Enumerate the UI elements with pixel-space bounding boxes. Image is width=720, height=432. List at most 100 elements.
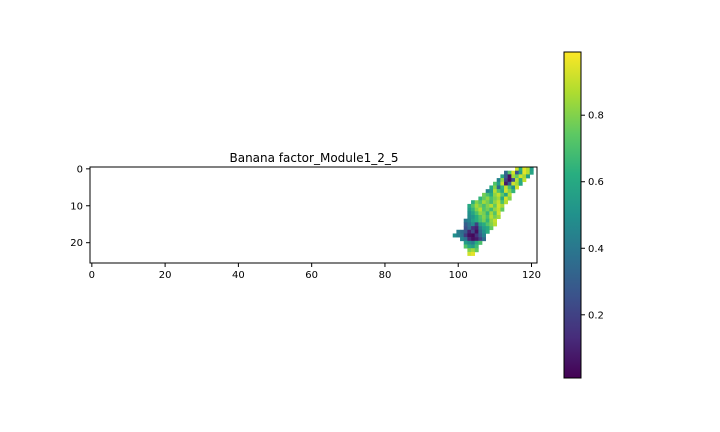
- heatmap-cell: [496, 178, 501, 183]
- heatmap-cell: [460, 233, 465, 238]
- heatmap-cell: [478, 211, 483, 216]
- x-tick-label: 20: [159, 270, 172, 281]
- heatmap-cell: [493, 207, 497, 212]
- heatmap-cell: [518, 167, 523, 171]
- heatmap-cell: [500, 181, 505, 186]
- heatmap-cell: [460, 229, 465, 234]
- heatmap-cell: [471, 226, 476, 231]
- heatmap-cell: [489, 200, 494, 205]
- colorbar-tick-label: 0.8: [588, 111, 604, 122]
- heatmap-cell: [463, 233, 468, 238]
- heatmap-cell: [467, 244, 472, 249]
- heatmap-cell: [496, 215, 501, 219]
- heatmap-cell: [515, 185, 519, 190]
- heatmap-cell: [485, 222, 490, 227]
- chart-title: Banana factor_Module1_2_5: [229, 151, 398, 165]
- heatmap-cell: [496, 211, 501, 216]
- heatmap-cell: [496, 189, 501, 194]
- heatmap-cell: [471, 207, 476, 212]
- heatmap-cell: [500, 207, 505, 212]
- heatmap-cell: [493, 222, 497, 227]
- heatmap-cell: [485, 192, 490, 197]
- heatmap-cell: [485, 200, 490, 205]
- heatmap-cell: [518, 178, 523, 183]
- heatmap-cell: [526, 170, 530, 175]
- colorbar-tick-label: 0.6: [588, 177, 604, 188]
- heatmap-cell: [489, 215, 494, 219]
- heatmap-cell: [463, 237, 468, 242]
- heatmap-cell: [526, 167, 530, 171]
- heatmap-cell: [507, 178, 512, 183]
- heatmap-cell: [489, 192, 494, 197]
- heatmap-cell: [467, 240, 472, 245]
- x-tick-label: 120: [522, 270, 541, 281]
- heatmap-cell: [474, 229, 479, 234]
- heatmap-cell: [478, 207, 483, 212]
- heatmap-cell: [496, 203, 501, 208]
- heatmap-cell: [471, 218, 476, 223]
- heatmap-cell: [504, 189, 508, 194]
- heatmap-cell: [467, 222, 472, 227]
- heatmap-cell: [485, 196, 490, 201]
- heatmap-cell: [496, 196, 501, 201]
- heatmap-cell: [485, 207, 490, 212]
- heatmap-cell: [522, 178, 527, 183]
- heatmap-cell: [471, 251, 476, 256]
- heatmap-cell: [478, 233, 483, 238]
- heatmap-cell: [529, 170, 534, 175]
- heatmap-cell: [526, 174, 530, 179]
- heatmap-cell: [500, 174, 505, 179]
- heatmap-cell: [478, 226, 483, 231]
- heatmap-cell: [500, 203, 505, 208]
- heatmap-cell: [493, 203, 497, 208]
- heatmap-cell: [478, 203, 483, 208]
- heatmap-cell: [482, 222, 487, 227]
- plot-frame: [89, 166, 538, 264]
- heatmap-cell: [467, 211, 472, 216]
- heatmap-cell: [500, 189, 505, 194]
- heatmap-cell: [489, 196, 494, 201]
- heatmap-cell: [489, 189, 494, 194]
- heatmap-cell: [471, 203, 476, 208]
- heatmap-cell: [474, 240, 479, 245]
- heatmap-cell: [518, 181, 523, 186]
- heatmap-cell: [485, 218, 490, 223]
- heatmap-cell: [507, 181, 512, 186]
- heatmap-cell: [474, 215, 479, 219]
- x-tick-label: 40: [232, 270, 245, 281]
- heatmap-cell: [463, 218, 468, 223]
- heatmap-cell: [493, 192, 497, 197]
- heatmap-cell: [482, 229, 487, 234]
- heatmap-cell: [515, 167, 519, 171]
- heatmap-cell: [485, 229, 490, 234]
- heatmap-cell: [467, 218, 472, 223]
- heatmap-cell: [500, 200, 505, 205]
- heatmap-cell: [493, 181, 497, 186]
- heatmap-cell: [474, 222, 479, 227]
- heatmap-cell: [463, 226, 468, 231]
- heatmap-cell: [522, 170, 527, 175]
- heatmap-cell: [474, 207, 479, 212]
- y-tick-label: 0: [77, 164, 83, 175]
- heatmap-cell: [489, 226, 494, 231]
- heatmap-cell: [478, 229, 483, 234]
- heatmap-cell: [489, 203, 494, 208]
- heatmap-cell: [467, 237, 472, 242]
- heatmap-cell: [507, 185, 512, 190]
- heatmap-cell: [460, 237, 465, 242]
- heatmap-cell: [500, 196, 505, 201]
- heatmap-cell: [482, 207, 487, 212]
- heatmap-cell: [482, 200, 487, 205]
- heatmap-cell: [474, 237, 479, 242]
- x-tick-label: 0: [89, 270, 95, 281]
- heatmap-cell: [474, 203, 479, 208]
- heatmap-cell: [478, 200, 483, 205]
- heatmap-cell: [493, 189, 497, 194]
- heatmap-cell: [471, 248, 476, 253]
- heatmap-cell: [478, 215, 483, 219]
- heatmap-cell: [515, 181, 519, 186]
- heatmap-cell: [493, 215, 497, 219]
- heatmap-cell: [471, 233, 476, 238]
- heatmap-cell: [474, 244, 479, 249]
- heatmap-cell: [507, 174, 512, 179]
